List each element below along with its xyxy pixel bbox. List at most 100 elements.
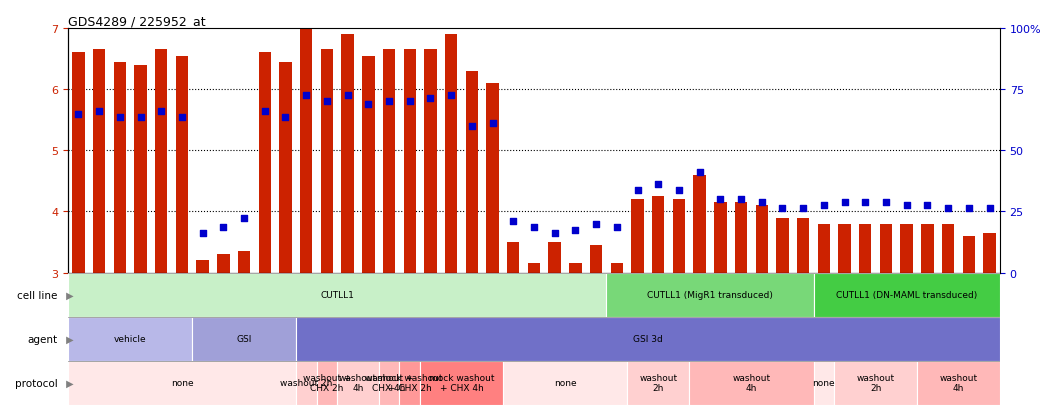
Bar [424,50,437,273]
Bar [735,203,748,273]
Bar [839,224,851,273]
Bar [420,361,503,405]
Bar [72,53,85,273]
Bar [134,66,147,273]
Bar [466,71,478,273]
Bar [814,273,1000,317]
Bar [197,261,208,273]
Bar [834,361,917,405]
Point [981,206,998,212]
Text: CUTLL1 (MigR1 transduced): CUTLL1 (MigR1 transduced) [647,290,773,299]
Bar [714,203,727,273]
Bar [756,206,767,273]
Point [236,215,252,221]
Point [339,93,356,99]
Bar [879,224,892,273]
Point [443,93,460,99]
Bar [383,50,395,273]
Point [940,206,957,212]
Bar [379,361,399,405]
Point [919,202,936,209]
Bar [693,176,706,273]
Bar [818,224,830,273]
Text: ▶: ▶ [63,334,73,344]
Text: cell line: cell line [17,290,58,300]
Point [297,93,314,99]
Bar [280,62,292,273]
Point [70,111,87,118]
Text: washout
4h: washout 4h [732,373,771,392]
Text: mock washout
+ CHX 2h: mock washout + CHX 2h [377,373,443,392]
Point [960,206,977,212]
Point [526,224,542,230]
Bar [610,264,623,273]
Text: protocol: protocol [15,378,58,388]
Point [174,114,191,121]
Bar [921,224,934,273]
Bar [445,35,458,273]
Bar [507,242,519,273]
Bar [300,29,312,273]
Bar [814,361,834,405]
Text: ▶: ▶ [63,378,73,388]
Text: washout +
CHX 4h: washout + CHX 4h [364,373,414,392]
Bar [917,361,1000,405]
Text: vehicle: vehicle [114,335,147,343]
Point [422,96,439,102]
Point [650,181,667,188]
Bar [68,317,193,361]
Bar [238,252,250,273]
Point [215,224,231,230]
Bar [503,361,627,405]
Bar [155,50,168,273]
Bar [68,273,606,317]
Bar [606,273,814,317]
Bar [217,255,229,273]
Point [567,227,584,233]
Point [733,197,750,203]
Bar [631,200,644,273]
Bar [652,197,665,273]
Bar [403,50,416,273]
Bar [549,242,561,273]
Bar [114,62,126,273]
Point [257,108,273,114]
Point [401,99,418,105]
Text: none: none [812,378,836,387]
Text: mock washout
+ CHX 4h: mock washout + CHX 4h [428,373,494,392]
Text: none: none [554,378,576,387]
Bar [93,50,106,273]
Bar [176,56,188,273]
Point [837,199,853,206]
Point [691,169,708,176]
Bar [983,233,996,273]
Point [360,102,377,109]
Bar [193,317,296,361]
Bar [627,361,689,405]
Point [898,202,915,209]
Point [111,114,128,121]
Point [774,206,790,212]
Bar [589,245,602,273]
Point [670,187,687,194]
Text: CUTLL1 (DN-MAML transduced): CUTLL1 (DN-MAML transduced) [837,290,977,299]
Point [464,123,481,130]
Text: washout 2h: washout 2h [280,378,332,387]
Bar [296,317,1000,361]
Text: agent: agent [27,334,58,344]
Bar [673,200,685,273]
Text: washout
2h: washout 2h [856,373,895,392]
Point [484,120,500,127]
Text: washout +
CHX 2h: washout + CHX 2h [303,373,351,392]
Bar [296,361,316,405]
Point [505,218,521,224]
Text: CUTLL1: CUTLL1 [320,290,354,299]
Bar [900,224,913,273]
Bar [797,218,809,273]
Point [277,114,294,121]
Bar [362,56,375,273]
Point [381,99,398,105]
Bar [528,264,540,273]
Text: washout
4h: washout 4h [939,373,978,392]
Text: washout
2h: washout 2h [639,373,677,392]
